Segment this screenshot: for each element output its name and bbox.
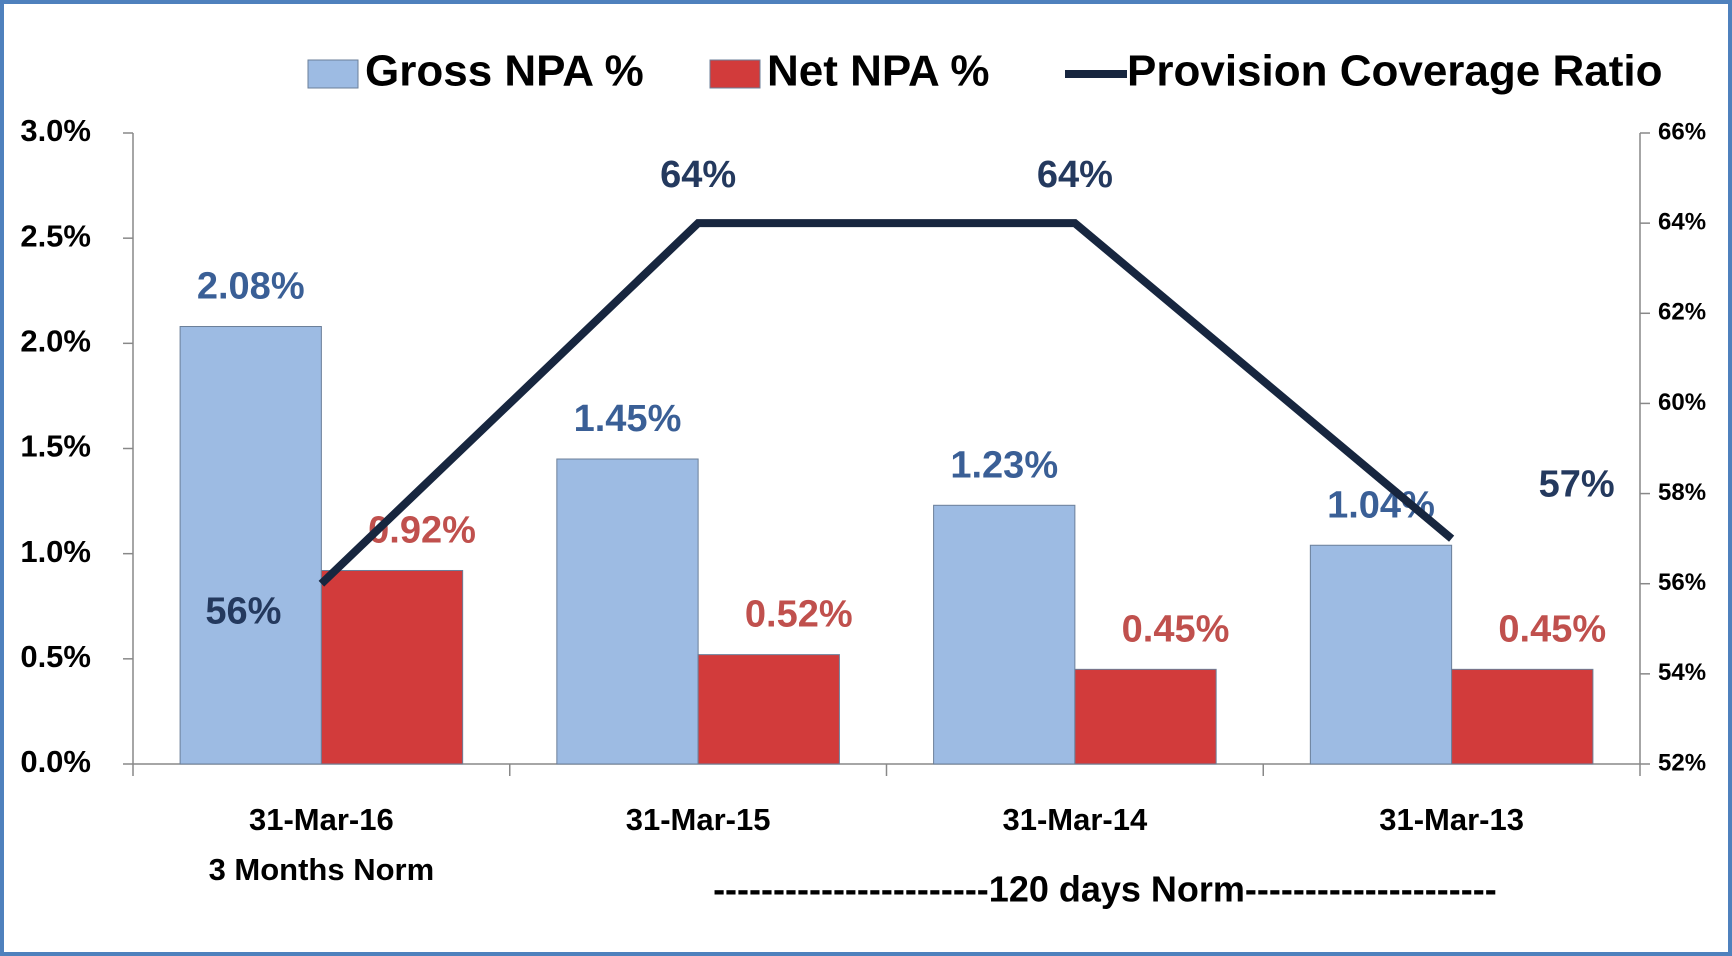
bar [697,654,840,765]
data-label: 1.04% [1327,484,1435,526]
y2-tick-label: 54% [1658,659,1706,686]
x-tick-label: 31-Mar-15 [626,802,771,837]
legend-label: Gross NPA % [365,47,644,96]
bar [1451,668,1594,765]
data-label: 1.23% [950,444,1058,486]
bar [556,458,699,765]
y-tick-label: 0.5% [20,639,91,674]
bar [1074,668,1217,765]
data-label: 64% [1037,154,1113,196]
annotation: -----------------------120 days Norm----… [713,869,1497,910]
y2-tick-label: 64% [1658,208,1706,235]
y2-tick-label: 60% [1658,389,1706,416]
y-tick-label: 0.0% [20,744,91,779]
legend-label: Provision Coverage Ratio [1127,47,1662,96]
y2-tick-label: 62% [1658,299,1706,326]
x-tick-label: 31-Mar-16 [249,802,394,837]
data-label: 0.45% [1122,608,1230,650]
x-tick-label: 31-Mar-13 [1379,802,1524,837]
legend-label: Net NPA % [767,47,989,96]
y2-tick-label: 66% [1658,118,1706,145]
data-label: 64% [660,154,736,196]
legend-swatch [307,59,359,89]
y2-tick-label: 56% [1658,569,1706,596]
y2-tick-label: 52% [1658,749,1706,776]
annotation: 3 Months Norm [209,852,435,887]
data-label: 2.08% [197,266,305,308]
y-tick-label: 2.0% [20,324,91,359]
bar [179,326,322,765]
bar [320,569,464,765]
data-label: 56% [205,591,281,633]
y-tick-label: 1.0% [20,534,91,569]
x-tick-label: 31-Mar-14 [1003,802,1148,837]
y-tick-label: 1.5% [20,429,91,464]
line [318,219,1455,587]
data-label: 57% [1539,464,1615,506]
data-label: 1.45% [574,398,682,440]
y-tick-label: 2.5% [20,218,91,253]
bar [933,504,1076,765]
y2-tick-label: 58% [1658,479,1706,506]
data-label: 0.92% [368,510,476,552]
y-tick-label: 3.0% [20,113,91,148]
bar [1309,544,1453,765]
data-label: 0.45% [1498,608,1606,650]
data-label: 0.52% [745,594,853,636]
legend-swatch [709,59,761,89]
